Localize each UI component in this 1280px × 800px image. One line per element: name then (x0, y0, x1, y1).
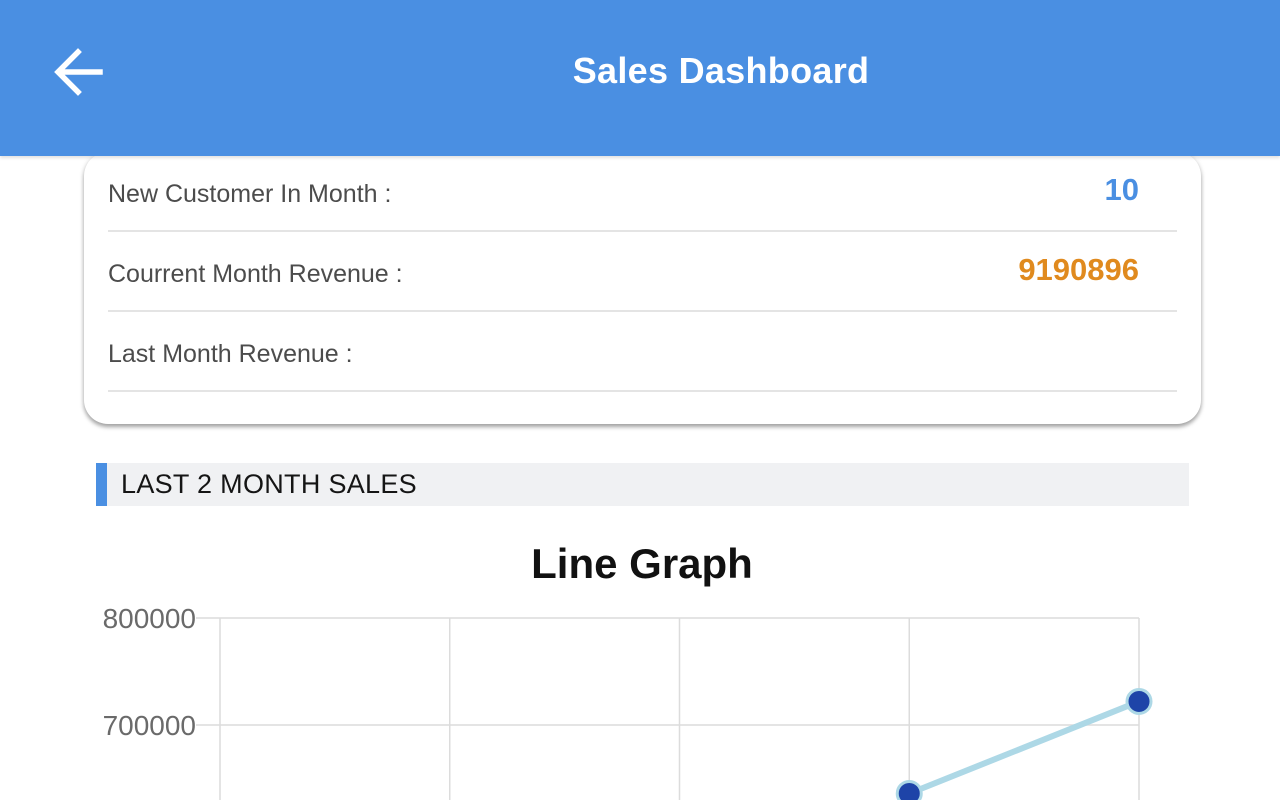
new-customer-row: New Customer In Month : 10 (108, 152, 1177, 232)
chart-title: Line Graph (531, 540, 753, 587)
summary-card: New Customer In Month : 10 Courrent Mont… (84, 152, 1201, 424)
page-title: Sales Dashboard (572, 50, 870, 91)
back-button[interactable] (40, 30, 120, 114)
new-customer-value: 10 (1104, 172, 1139, 207)
section-title: LAST 2 MONTH SALES (121, 469, 417, 499)
last-month-revenue-label: Last Month Revenue : (108, 340, 353, 368)
y-tick-label: 700000 (103, 710, 196, 741)
current-month-revenue-row: Courrent Month Revenue : 9190896 (108, 232, 1177, 312)
new-customer-label: New Customer In Month : (108, 180, 392, 208)
current-month-revenue-label: Courrent Month Revenue : (108, 260, 403, 288)
data-point (895, 779, 923, 800)
section-header: LAST 2 MONTH SALES (96, 463, 1189, 506)
series-line (908, 698, 1141, 797)
app-bar: Sales Dashboard (0, 0, 1280, 156)
arrow-left-icon (54, 48, 103, 96)
last-month-revenue-row: Last Month Revenue : (108, 312, 1177, 392)
data-point (1125, 687, 1153, 715)
current-month-revenue-value: 9190896 (1018, 252, 1139, 287)
y-tick-label: 800000 (103, 603, 196, 634)
